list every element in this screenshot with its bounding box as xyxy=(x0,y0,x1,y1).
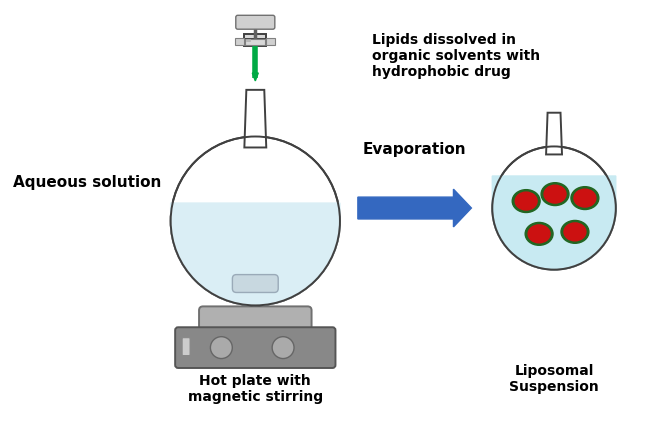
FancyBboxPatch shape xyxy=(244,35,266,40)
Ellipse shape xyxy=(561,221,589,244)
FancyBboxPatch shape xyxy=(182,338,190,356)
FancyBboxPatch shape xyxy=(175,328,335,368)
Ellipse shape xyxy=(571,187,599,210)
Polygon shape xyxy=(171,204,340,306)
Polygon shape xyxy=(266,39,276,46)
Text: Lipids dissolved in
organic solvents with
hydrophobic drug: Lipids dissolved in organic solvents wit… xyxy=(372,33,540,79)
Text: Hot plate with
magnetic stirring: Hot plate with magnetic stirring xyxy=(188,373,323,403)
Ellipse shape xyxy=(528,225,550,243)
Polygon shape xyxy=(253,74,258,82)
FancyBboxPatch shape xyxy=(244,40,266,47)
Ellipse shape xyxy=(564,223,586,241)
Text: Evaporation: Evaporation xyxy=(363,142,466,157)
Circle shape xyxy=(171,137,340,306)
Ellipse shape xyxy=(544,186,566,204)
FancyBboxPatch shape xyxy=(247,43,264,46)
Ellipse shape xyxy=(574,190,596,207)
Circle shape xyxy=(211,337,232,359)
FancyBboxPatch shape xyxy=(199,307,312,332)
Polygon shape xyxy=(546,113,562,155)
FancyArrow shape xyxy=(358,190,472,227)
Circle shape xyxy=(272,337,294,359)
Circle shape xyxy=(492,147,616,270)
Text: Liposomal
Suspension: Liposomal Suspension xyxy=(509,363,599,393)
Polygon shape xyxy=(244,91,266,148)
FancyBboxPatch shape xyxy=(232,275,278,293)
Polygon shape xyxy=(236,39,244,46)
Text: Aqueous solution: Aqueous solution xyxy=(13,174,162,189)
FancyBboxPatch shape xyxy=(245,40,265,46)
FancyBboxPatch shape xyxy=(236,16,275,30)
Polygon shape xyxy=(492,177,616,270)
Ellipse shape xyxy=(541,183,569,206)
Ellipse shape xyxy=(515,193,537,210)
Ellipse shape xyxy=(525,223,553,246)
Ellipse shape xyxy=(512,190,540,213)
